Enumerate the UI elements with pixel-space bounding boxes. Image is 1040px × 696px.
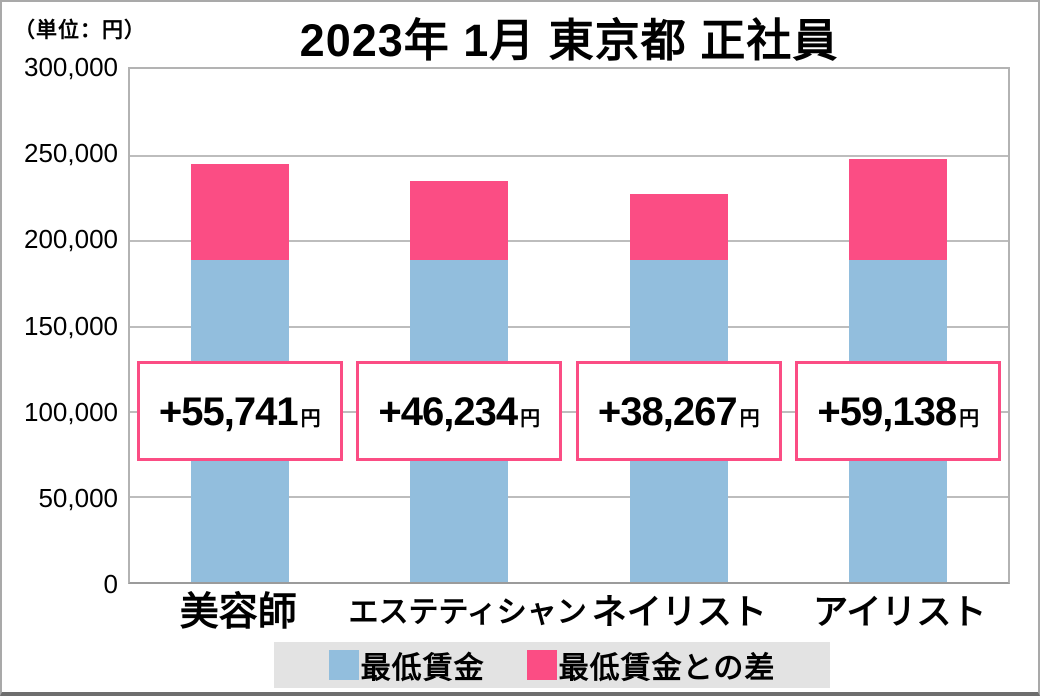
gridline bbox=[130, 496, 1008, 499]
gridline bbox=[130, 325, 1008, 328]
gridline bbox=[130, 154, 1008, 157]
legend-item-min-wage: 最低賃金 bbox=[328, 643, 485, 687]
legend-label: 最低賃金 bbox=[360, 652, 485, 685]
bar-segment-diff bbox=[410, 180, 509, 260]
x-axis-label: ネイリスト bbox=[591, 593, 767, 632]
stacked-bar bbox=[410, 69, 509, 582]
y-axis-tick: 150,000 bbox=[24, 311, 118, 341]
y-axis-tick: 250,000 bbox=[24, 138, 118, 168]
y-axis-tick: 50,000 bbox=[38, 483, 118, 513]
annotation-box: +59,138 円 bbox=[795, 361, 1002, 461]
bar-segment-diff bbox=[849, 158, 948, 260]
stacked-bar bbox=[629, 69, 728, 582]
annotation-unit: 円 bbox=[300, 408, 321, 430]
annotation-box: +55,741 円 bbox=[136, 361, 343, 461]
chart-plot-area: +55,741 円 +46,234 円 +38,267 円 +59,138 円 bbox=[128, 67, 1010, 584]
gridline bbox=[130, 411, 1008, 413]
annotation-value: +46,234 bbox=[378, 390, 518, 434]
x-axis-label: エステティシャン bbox=[348, 596, 587, 629]
y-axis-tick: 100,000 bbox=[24, 397, 118, 427]
annotation-value: +55,741 bbox=[158, 390, 299, 434]
stacked-bar bbox=[190, 69, 289, 582]
annotation-value: +59,138 bbox=[817, 390, 957, 434]
x-axis-labels: 美容師 エステティシャン ネイリスト アイリスト bbox=[128, 587, 1010, 639]
x-axis-label: アイリスト bbox=[813, 593, 987, 632]
chart-legend: 最低賃金 最低賃金との差 bbox=[274, 642, 830, 688]
legend-item-diff: 最低賃金との差 bbox=[526, 643, 776, 687]
bar-segment-diff bbox=[190, 164, 289, 260]
unit-label: （単位：円） bbox=[14, 19, 146, 42]
y-axis-tick: 200,000 bbox=[24, 224, 118, 254]
bar-group bbox=[350, 69, 570, 582]
legend-label: 最低賃金との差 bbox=[558, 652, 776, 685]
annotation-box: +38,267 円 bbox=[575, 361, 782, 461]
bar-group bbox=[130, 69, 350, 582]
legend-swatch-diff bbox=[526, 650, 557, 680]
annotation-unit: 円 bbox=[959, 408, 980, 430]
annotation-box: +46,234 円 bbox=[356, 361, 563, 461]
stacked-bar bbox=[849, 69, 948, 582]
y-axis-tick: 0 bbox=[103, 569, 118, 599]
bar-segment-diff bbox=[629, 194, 728, 260]
annotation-unit: 円 bbox=[520, 408, 541, 430]
page-title: 2023年 1月 東京都 正社員 bbox=[299, 15, 839, 66]
annotation-unit: 円 bbox=[739, 408, 760, 430]
annotation-value: +38,267 bbox=[597, 390, 738, 434]
gridline bbox=[130, 239, 1008, 242]
bar-group bbox=[789, 69, 1009, 582]
x-axis-label: 美容師 bbox=[179, 591, 297, 634]
legend-swatch-min-wage bbox=[328, 650, 359, 680]
y-axis-tick: 300,000 bbox=[24, 52, 118, 82]
bar-group bbox=[569, 69, 789, 582]
